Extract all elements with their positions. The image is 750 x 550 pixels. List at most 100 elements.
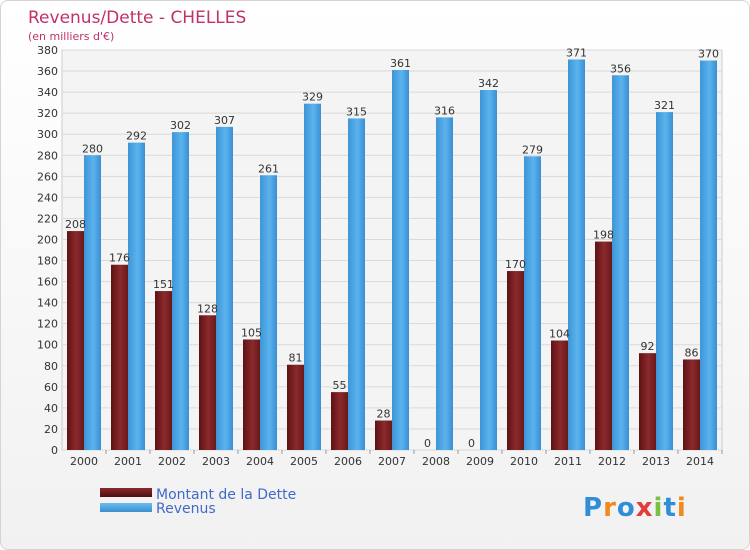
y-tick-label: 300 [37, 128, 58, 141]
data-label: 307 [214, 114, 235, 127]
bar-dette [639, 353, 656, 450]
bar-revenus [524, 156, 541, 450]
bar-revenus [216, 126, 233, 450]
data-label: 28 [377, 408, 391, 421]
x-tick-label: 2004 [246, 455, 274, 468]
y-tick-label: 280 [37, 149, 58, 162]
data-label: 104 [549, 328, 570, 341]
y-tick-label: 60 [44, 381, 58, 394]
y-tick-label: 120 [37, 318, 58, 331]
bar-dette [111, 264, 128, 450]
bar-revenus [84, 155, 101, 450]
data-label: 81 [289, 352, 303, 365]
bar-dette [551, 340, 568, 450]
y-tick-label: 260 [37, 170, 58, 183]
data-label: 371 [566, 46, 587, 59]
x-tick-label: 2003 [202, 455, 230, 468]
bar-revenus [392, 70, 409, 450]
x-tick-label: 2012 [598, 455, 626, 468]
bar-revenus [348, 118, 365, 450]
y-tick-label: 180 [37, 255, 58, 268]
data-label: 92 [641, 340, 655, 353]
bar-revenus [480, 90, 497, 450]
x-tick-label: 2008 [422, 455, 450, 468]
bar-dette [155, 291, 172, 450]
data-label: 151 [153, 278, 174, 291]
y-tick-label: 200 [37, 233, 58, 246]
data-label: 280 [82, 142, 103, 155]
chart-title: Revenus/Dette - CHELLES [28, 8, 246, 28]
data-label: 105 [241, 326, 262, 339]
legend-label-dette: Montant de la Dette [156, 487, 296, 503]
y-tick-label: 220 [37, 212, 58, 225]
data-label: 176 [109, 252, 130, 265]
bar-dette [375, 420, 392, 450]
y-tick-label: 160 [37, 276, 58, 289]
proxiti-logo: Proxiti [583, 493, 687, 523]
data-label: 0 [468, 437, 475, 450]
bars [67, 59, 717, 451]
bar-revenus [436, 117, 453, 451]
data-label: 329 [302, 91, 323, 104]
data-label: 86 [685, 346, 699, 359]
data-label: 361 [390, 57, 411, 70]
x-tick-label: 2006 [334, 455, 362, 468]
y-tick-label: 20 [44, 423, 58, 436]
x-tick-label: 2002 [158, 455, 186, 468]
y-tick-label: 0 [51, 444, 58, 457]
y-tick-label: 320 [37, 107, 58, 120]
data-label: 279 [522, 143, 543, 156]
bar-revenus [304, 103, 321, 451]
data-label: 370 [698, 48, 719, 61]
x-tick-label: 2014 [686, 455, 714, 468]
bar-revenus [700, 60, 717, 451]
y-tick-label: 380 [37, 44, 58, 57]
y-tick-label: 100 [37, 339, 58, 352]
data-label: 315 [346, 105, 367, 118]
x-axis: 2000 2001 2002 2003 2004 2005 2006 2007 2008 2009… [70, 450, 723, 468]
data-label: 261 [258, 162, 279, 175]
data-label: 208 [65, 218, 86, 231]
bar-dette [199, 315, 216, 450]
data-label: 55 [333, 379, 347, 392]
bar-dette [67, 231, 84, 450]
data-label: 316 [434, 104, 455, 117]
bar-revenus [568, 59, 585, 450]
bar-dette [243, 339, 260, 450]
y-tick-label: 360 [37, 65, 58, 78]
legend-label-revenus: Revenus [156, 501, 216, 517]
x-tick-label: 2007 [378, 455, 406, 468]
bar-dette [595, 241, 612, 450]
y-tick-label: 240 [37, 191, 58, 204]
data-label: 356 [610, 62, 631, 75]
bar-revenus [128, 142, 145, 450]
data-label: 292 [126, 130, 147, 143]
legend-swatch-revenus [100, 503, 152, 512]
data-label: 302 [170, 119, 191, 132]
bar-revenus [612, 75, 629, 451]
data-label: 198 [593, 229, 614, 242]
x-tick-label: 2001 [114, 455, 142, 468]
chart-subtitle: (en milliers d'€) [28, 30, 114, 43]
bar-dette [683, 359, 700, 450]
bar-revenus [260, 175, 277, 450]
x-tick-label: 2013 [642, 455, 670, 468]
data-label: 0 [424, 437, 431, 450]
x-tick-label: 2011 [554, 455, 582, 468]
x-tick-label: 2000 [70, 455, 98, 468]
bar-revenus [172, 132, 189, 450]
data-label: 128 [197, 302, 218, 315]
y-tick-label: 340 [37, 86, 58, 99]
bar-revenus [656, 112, 673, 451]
y-axis: 0 20 40 60 80 100 120 140 160 180 200 220 240 260 280 3… [37, 44, 58, 457]
x-tick-label: 2005 [290, 455, 318, 468]
legend-swatch-dette [100, 488, 152, 497]
legend: Montant de la Dette Revenus [100, 487, 296, 517]
bar-dette [507, 271, 524, 450]
x-tick-label: 2009 [466, 455, 494, 468]
bar-dette [287, 364, 304, 450]
data-label: 170 [505, 258, 526, 271]
data-label: 321 [654, 99, 675, 112]
y-tick-label: 40 [44, 402, 58, 415]
